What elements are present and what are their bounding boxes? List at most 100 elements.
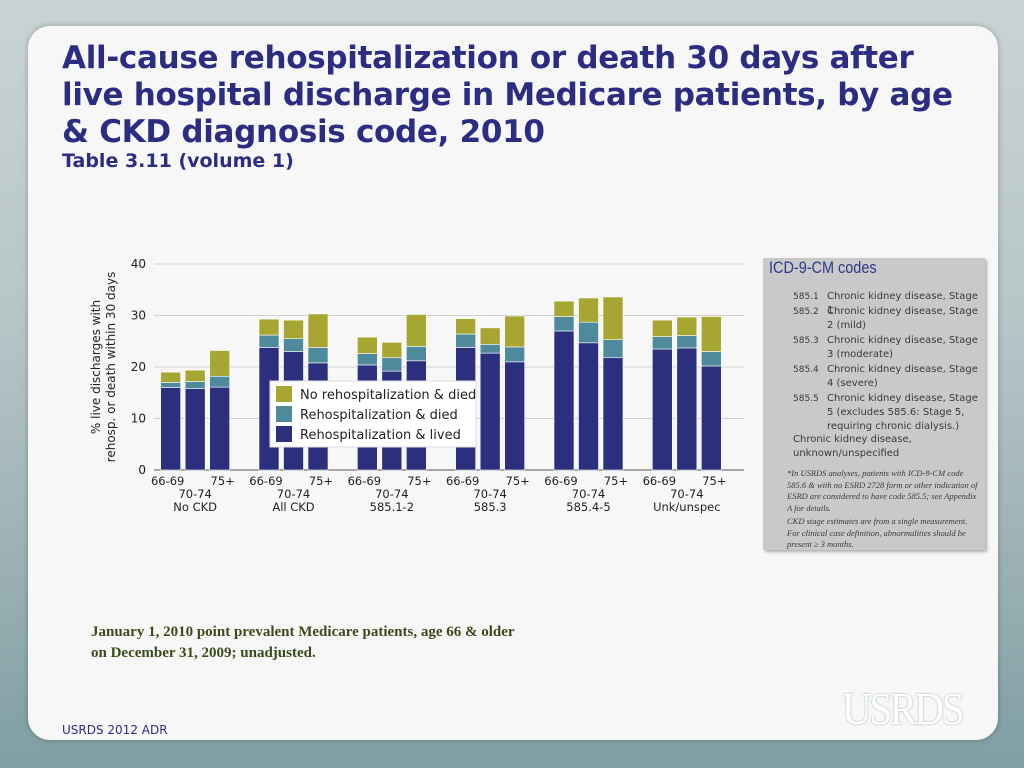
y-tick-label: 30 — [131, 309, 146, 323]
icd-code: 585.2 — [793, 307, 819, 317]
bar-segment-rehosp-died — [701, 351, 722, 367]
y-tick-label: 0 — [138, 463, 146, 477]
stacked-bar-chart: 0 10 20 30 40 % live discharges withrehosp. o… — [89, 257, 744, 514]
x-tick-label-age: 70-74 — [375, 487, 408, 501]
x-tick-label-age: 75+ — [702, 474, 726, 488]
slide-title: All-cause rehospitalization or death 30 … — [62, 40, 953, 150]
x-tick-label-age: 70-74 — [670, 487, 703, 501]
data-note: January 1, 2010 point prevalent Medicare… — [91, 624, 515, 661]
bar-segment-no-rehosp-died — [602, 296, 624, 341]
legend-swatch-rehosp-died — [276, 406, 292, 422]
legend-swatch-no-rehosp-died — [276, 386, 292, 402]
bar-segment-rehosp-died — [357, 353, 378, 366]
bar-segment-rehosp-died — [479, 344, 501, 354]
x-tick-label-age: 75+ — [506, 474, 530, 488]
x-group-label: No CKD — [173, 500, 217, 514]
bar-segment-rehosp-died — [652, 336, 673, 350]
icd-footnote-1: *In USRDS analyses, patients with ICD-9-… — [787, 468, 978, 513]
legend-box — [269, 380, 477, 448]
bar-segment-rehosp-died — [184, 381, 206, 389]
x-group-label: Unk/unspec — [653, 500, 721, 514]
bar-segment-no-rehosp-died — [701, 316, 722, 352]
icd-desc: Chronic kidney disease, Stage 5 (exclude… — [827, 393, 978, 432]
bar-segment-no-rehosp-died — [307, 313, 329, 348]
bar-segment-lived — [701, 365, 722, 471]
icd-code: 585.5 — [793, 394, 819, 404]
y-tick-label: 10 — [131, 412, 146, 426]
x-group-label: 585.3 — [474, 500, 507, 514]
bar-segment-no-rehosp-died — [652, 319, 673, 337]
x-tick-label-age: 66-69 — [151, 474, 184, 488]
icd-unknown: Chronic kidney disease, unknown/unspecif… — [793, 434, 912, 459]
bar-segment-no-rehosp-died — [553, 300, 575, 317]
x-tick-label-age: 66-69 — [446, 474, 479, 488]
bar-segment-no-rehosp-died — [184, 369, 206, 382]
bar-segment-no-rehosp-died — [406, 314, 427, 347]
bar-segment-rehosp-died — [676, 335, 698, 349]
bar-segment-rehosp-died — [455, 333, 476, 348]
bar-segment-no-rehosp-died — [455, 318, 476, 335]
x-tick-label-age: 75+ — [211, 474, 235, 488]
x-tick-label-age: 66-69 — [643, 474, 676, 488]
legend-entry: No rehospitalization & died — [300, 388, 476, 403]
x-tick-label-age: 75+ — [407, 474, 431, 488]
bar-segment-lived — [578, 342, 599, 471]
icd-footnote-2: CKD stage estimates are from a single me… — [787, 516, 968, 549]
bar-segment-rehosp-died — [160, 382, 181, 388]
bar-segment-no-rehosp-died — [283, 319, 304, 339]
bar-segment-rehosp-died — [381, 357, 403, 372]
bar-segment-rehosp-died — [307, 347, 329, 364]
icd-code: 585.1 — [793, 292, 819, 302]
bar-segment-no-rehosp-died — [160, 371, 181, 383]
bar-segment-lived — [184, 388, 206, 471]
y-tick-label: 20 — [131, 360, 146, 374]
icd-desc: Chronic kidney disease, Stage 3 (moderat… — [827, 335, 978, 360]
bar-segment-rehosp-died — [602, 339, 624, 359]
bar-segment-lived — [553, 330, 575, 471]
x-tick-label-age: 66-69 — [544, 474, 577, 488]
x-tick-label-age: 70-74 — [473, 487, 506, 501]
bar-segment-no-rehosp-died — [504, 315, 525, 348]
bar-segment-no-rehosp-died — [676, 316, 698, 336]
icd-code: 585.3 — [793, 336, 819, 346]
bar-segment-no-rehosp-died — [578, 297, 599, 323]
bar-segment-no-rehosp-died — [381, 341, 403, 359]
slide-subtitle: Table 3.11 (volume 1) — [62, 150, 294, 172]
bar-segment-no-rehosp-died — [258, 318, 280, 336]
bar-segment-rehosp-died — [504, 346, 525, 363]
x-group-label: All CKD — [272, 500, 314, 514]
y-tick-label: 40 — [131, 257, 146, 271]
bar-segment-lived — [676, 347, 698, 471]
bar-segment-no-rehosp-died — [357, 336, 378, 354]
y-axis-label: % live discharges withrehosp. or death w… — [89, 272, 118, 463]
legend-swatch-lived — [276, 426, 292, 442]
x-tick-label-age: 66-69 — [348, 474, 381, 488]
bar-segment-lived — [479, 352, 501, 471]
bar-segment-rehosp-died — [406, 346, 427, 362]
icd-desc: Chronic kidney disease, Stage 2 (mild) — [827, 306, 978, 331]
bar-segment-rehosp-died — [209, 375, 230, 388]
icd-desc: Chronic kidney disease, Stage 1 — [827, 291, 978, 316]
legend-entry: Rehospitalization & lived — [300, 428, 461, 443]
bar-segment-lived — [602, 357, 624, 471]
icd-desc: Chronic kidney disease, Stage 4 (severe) — [827, 364, 978, 389]
bar-segment-no-rehosp-died — [209, 350, 230, 377]
icd-code: 585.4 — [793, 365, 819, 375]
footer-source: USRDS 2012 ADR — [62, 723, 168, 737]
usrds-logo: USRDS — [842, 683, 965, 734]
bar-segment-lived — [160, 387, 181, 471]
x-tick-label-age: 75+ — [604, 474, 628, 488]
legend-entry: Rehospitalization & died — [300, 408, 458, 423]
bar-segment-lived — [652, 348, 673, 471]
bar-segment-rehosp-died — [283, 338, 304, 352]
x-tick-label-age: 70-74 — [277, 487, 310, 501]
x-tick-label-age: 70-74 — [572, 487, 605, 501]
x-group-label: 585.4-5 — [566, 500, 610, 514]
x-tick-label-age: 70-74 — [178, 487, 211, 501]
bar-segment-lived — [504, 361, 525, 471]
icd-codes-box: ICD-9-CM codes 585.1 Chronic kidney dise… — [763, 258, 985, 550]
bar-segment-lived — [209, 386, 230, 471]
x-group-label: 585.1-2 — [370, 500, 414, 514]
bar-segment-no-rehosp-died — [479, 327, 501, 345]
icd-box-title: ICD-9-CM codes — [769, 258, 877, 277]
